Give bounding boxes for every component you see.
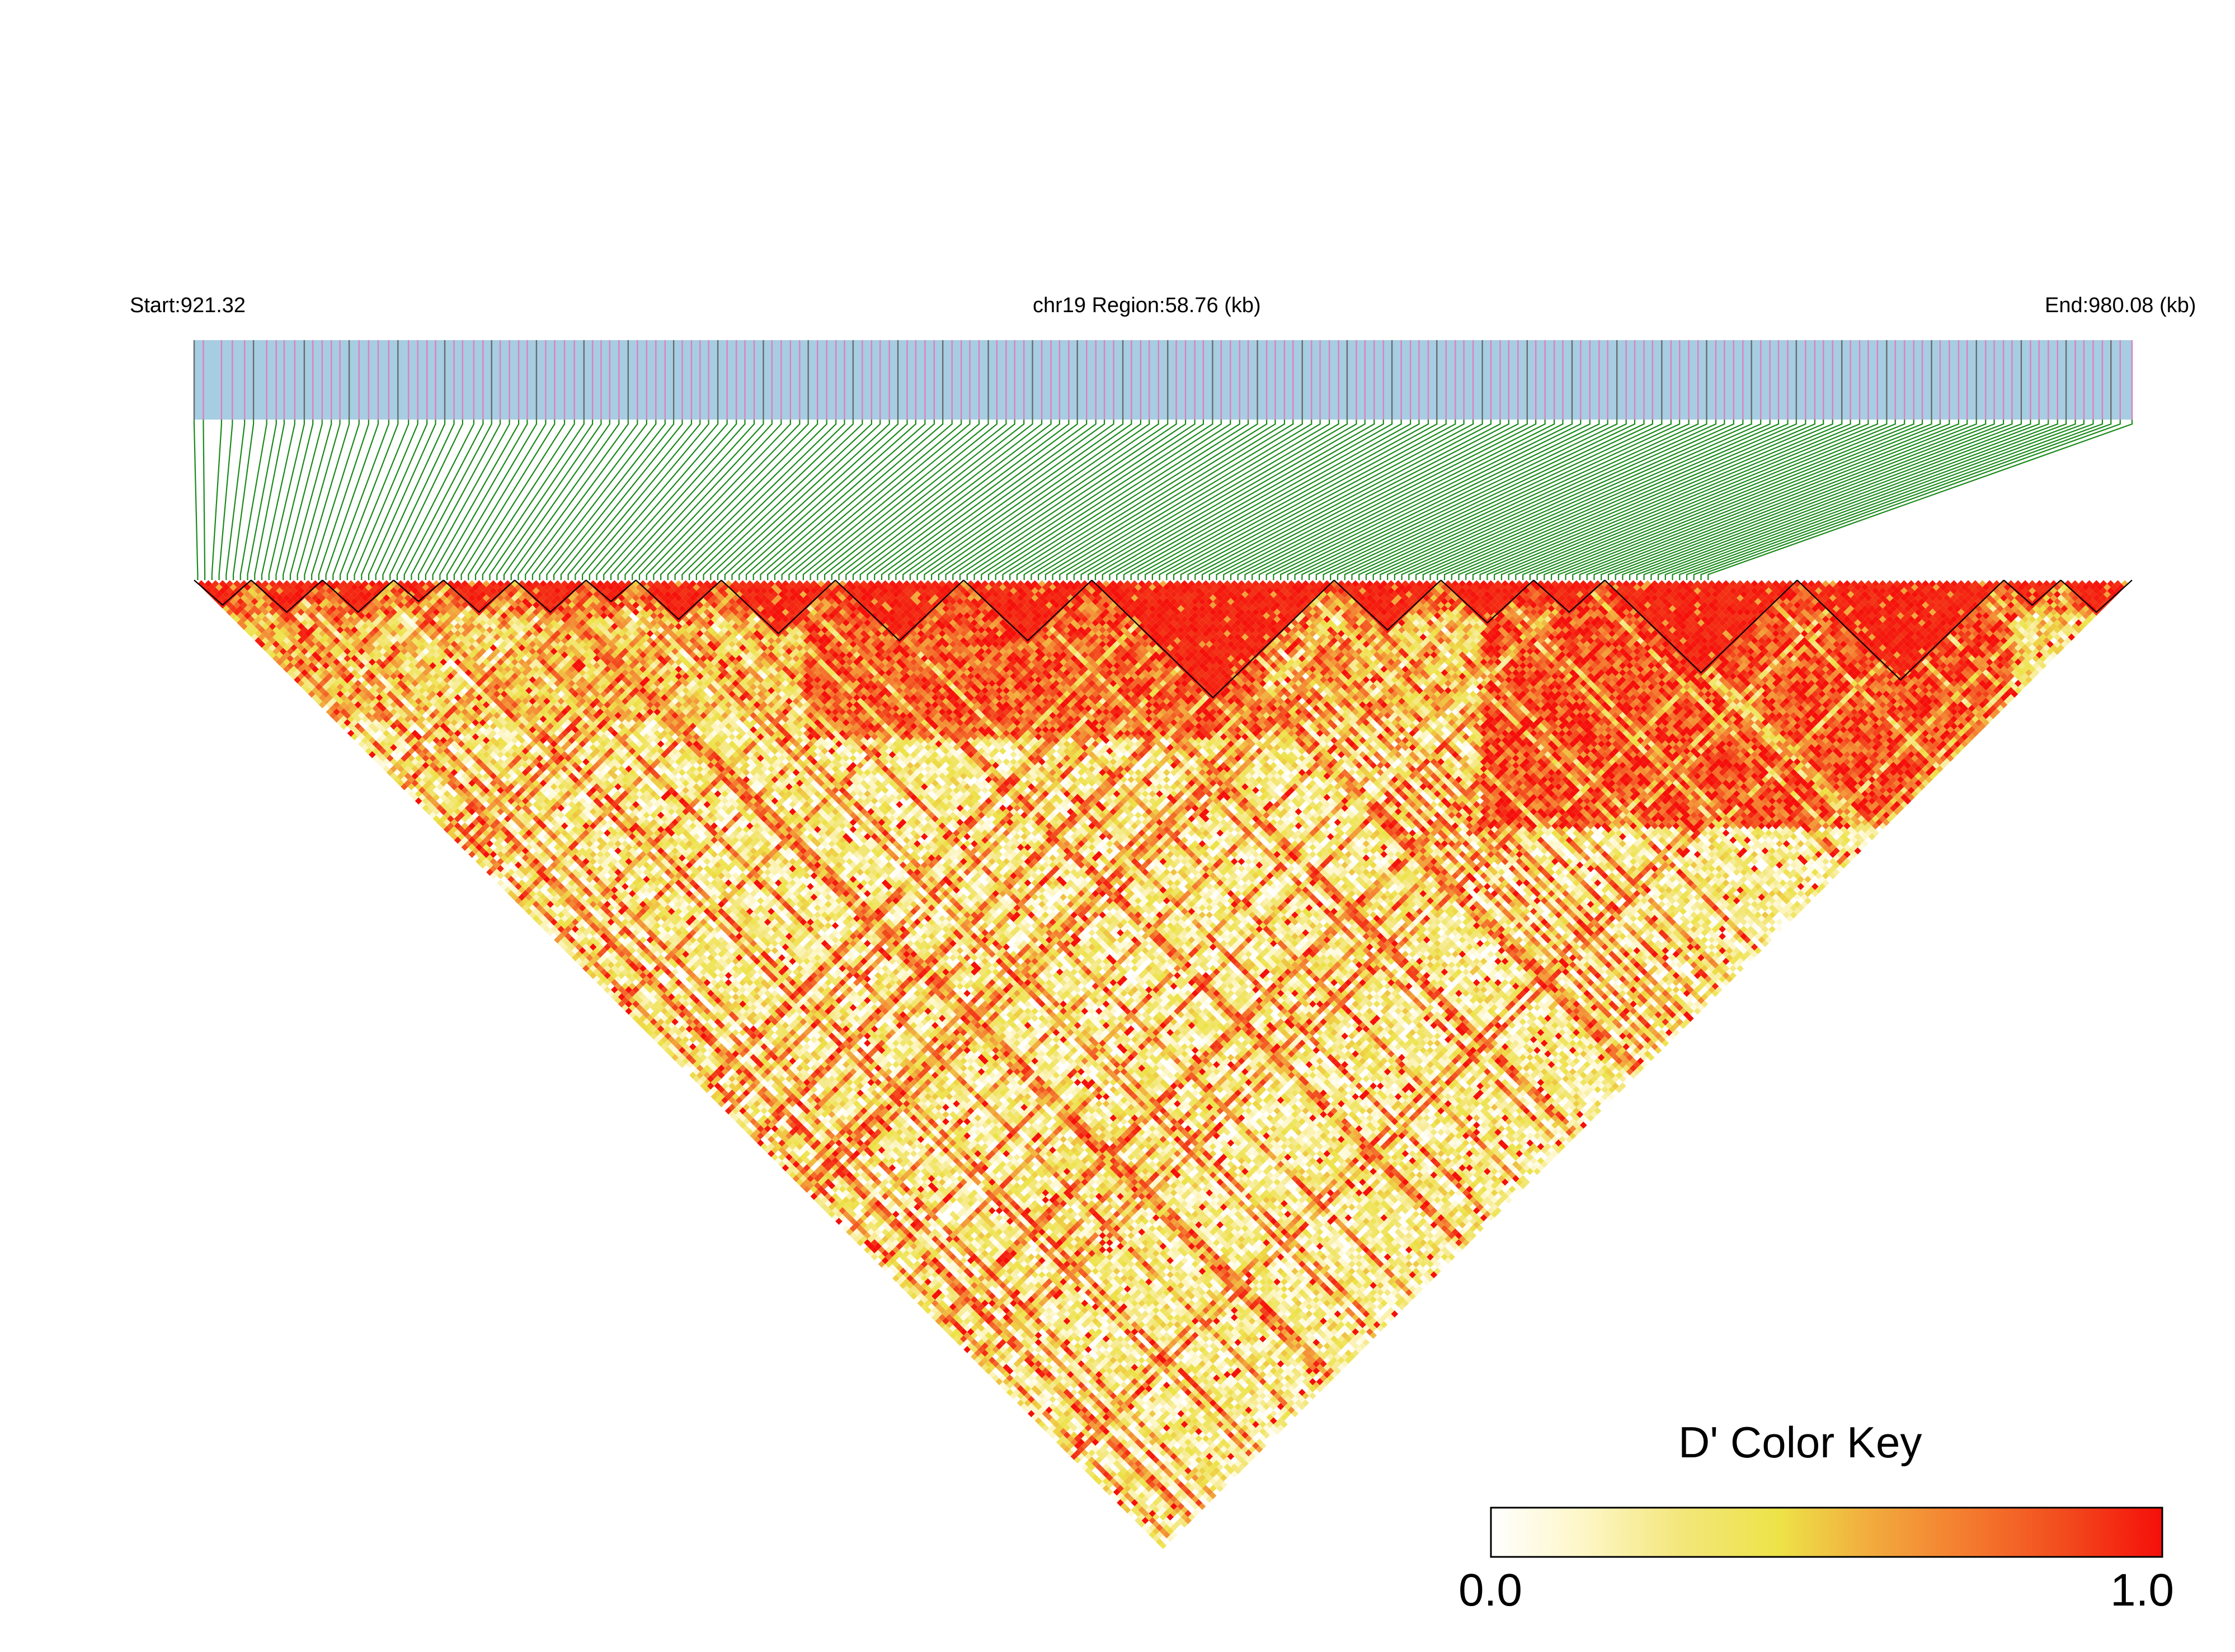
snp-connector — [590, 420, 718, 580]
snp-connector — [518, 420, 628, 580]
ld-heatmap-cells — [197, 580, 2128, 1549]
snp-connector — [732, 420, 898, 580]
snp-connector — [241, 420, 267, 580]
start-label: Start:921.32 — [130, 294, 246, 317]
snp-connector-lines — [194, 420, 2132, 580]
snp-connector — [298, 420, 340, 580]
snp-connector — [269, 420, 304, 580]
snp-connector — [582, 420, 709, 580]
region-label: chr19 Region:58.76 (kb) — [1033, 294, 1261, 317]
snp-connector — [426, 420, 510, 580]
snp-position-track — [194, 340, 2132, 420]
snp-connector — [194, 420, 197, 580]
end-label: End:980.08 (kb) — [2045, 294, 2196, 317]
snp-connector — [668, 420, 817, 580]
chart-header: Start:921.32 chr19 Region:58.76 (kb) End… — [130, 294, 2196, 317]
snp-connector — [739, 420, 907, 580]
snp-connector — [497, 420, 601, 580]
snp-connector — [1387, 420, 1724, 580]
snp-connector — [219, 420, 233, 580]
snp-connector — [853, 420, 1051, 580]
snp-connector — [355, 420, 418, 580]
snp-connector — [860, 420, 1060, 580]
snp-connector — [212, 420, 222, 580]
snp-connector — [511, 420, 619, 580]
snp-connector — [504, 420, 610, 580]
snp-connector — [204, 420, 205, 580]
snp-connector — [490, 420, 593, 580]
snp-connector — [575, 420, 700, 580]
snp-connector — [447, 420, 537, 580]
snp-connector — [255, 420, 284, 580]
snp-connector — [333, 420, 388, 580]
snp-connector — [262, 420, 295, 580]
snp-connector — [248, 420, 276, 580]
snp-connector — [433, 420, 519, 580]
snp-connector — [568, 420, 691, 580]
snp-connector — [276, 420, 313, 580]
snp-connector — [661, 420, 808, 580]
